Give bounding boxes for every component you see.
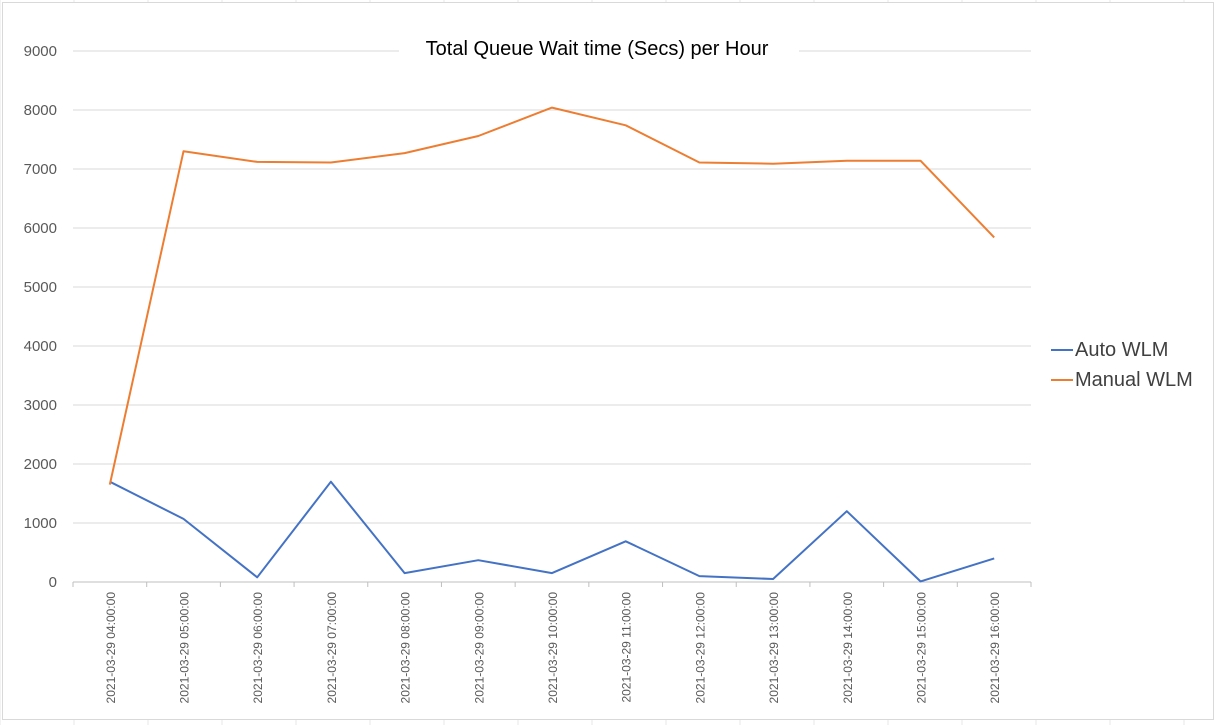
chart-title-background	[399, 29, 799, 69]
chart-title: Total Queue Wait time (Secs) per Hour	[426, 38, 769, 60]
y-tick-label: 1000	[24, 515, 57, 532]
x-tick-label: 2021-03-29 05:00:00	[178, 592, 192, 704]
x-tick-label: 2021-03-29 14:00:00	[841, 592, 855, 704]
legend-item-manual-wlm: Manual WLM	[1051, 365, 1193, 395]
x-tick-label: 2021-03-29 13:00:00	[767, 592, 781, 704]
y-tick-label: 5000	[24, 279, 57, 296]
x-tick-label: 2021-03-29 16:00:00	[988, 592, 1002, 704]
x-axis-tick-labels: 2021-03-29 04:00:00 2021-03-29 05:00:00 20…	[72, 582, 1032, 704]
series-line-manual-wlm	[108, 106, 995, 485]
x-tick-label: 2021-03-29 07:00:00	[325, 592, 339, 704]
x-tick-label: 2021-03-29 12:00:00	[693, 592, 707, 704]
x-tick-label: 2021-03-29 09:00:00	[472, 592, 486, 704]
y-tick-label: 0	[49, 574, 57, 591]
y-tick-label: 6000	[24, 220, 57, 237]
legend-item-auto-wlm: Auto WLM	[1051, 335, 1193, 365]
y-axis-tick-labels: 0 1000 2000 3000 4000 5000 6000 7000 8000 9000	[24, 43, 57, 591]
legend-swatch-manual-wlm	[1051, 379, 1073, 381]
x-tick-label: 2021-03-29 06:00:00	[251, 592, 265, 704]
y-tick-label: 4000	[24, 338, 57, 355]
y-tick-label: 7000	[24, 161, 57, 178]
series-lines	[108, 106, 995, 583]
legend-label-manual-wlm: Manual WLM	[1075, 368, 1193, 391]
y-tick-label: 9000	[24, 43, 57, 60]
y-tick-label: 8000	[24, 102, 57, 119]
x-tick-label: 2021-03-29 10:00:00	[546, 592, 560, 704]
legend-label-auto-wlm: Auto WLM	[1075, 338, 1169, 361]
x-tick-label: 2021-03-29 08:00:00	[399, 592, 413, 704]
y-gridlines	[73, 50, 1031, 583]
x-tick-label: 2021-03-29 11:00:00	[620, 592, 634, 703]
x-tick-label: 2021-03-29 04:00:00	[104, 592, 118, 704]
legend-swatch-auto-wlm	[1051, 349, 1073, 351]
line-chart: 0 1000 2000 3000 4000 5000 6000 7000 8000 9000 20…	[24, 29, 1032, 704]
chart-legend: Auto WLM Manual WLM	[1051, 335, 1193, 395]
y-tick-label: 3000	[24, 397, 57, 414]
series-line-auto-wlm	[109, 480, 995, 583]
y-tick-label: 2000	[24, 456, 57, 473]
x-tick-label: 2021-03-29 15:00:00	[914, 592, 928, 704]
